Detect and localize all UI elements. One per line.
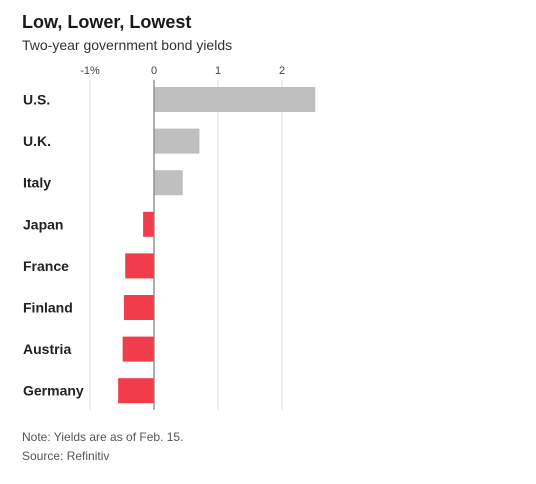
tick-label: 1 — [215, 65, 221, 77]
bar-u-s — [154, 87, 316, 112]
tick-label: 0 — [151, 65, 157, 77]
category-labels: U.S. U.K. Italy Japan France Finland Austria Ge… — [23, 92, 84, 399]
chart-subtitle: Two-year government bond yields — [22, 37, 233, 53]
category-label: France — [23, 258, 69, 274]
bar-finland — [123, 295, 154, 320]
chart-title: Low, Lower, Lowest — [22, 12, 192, 32]
category-label: Austria — [23, 341, 71, 357]
bar-austria — [122, 336, 154, 362]
bar-japan — [143, 211, 154, 237]
tick-label: -1% — [80, 65, 100, 77]
category-label: Finland — [23, 300, 73, 316]
bar-france — [125, 253, 154, 279]
category-label: U.K. — [23, 133, 51, 149]
bar-germany — [118, 378, 154, 404]
category-label: Italy — [23, 175, 51, 191]
category-label: U.S. — [23, 92, 50, 108]
tick-labels: -1% 0 1 2 — [80, 65, 285, 77]
category-label: Japan — [23, 216, 63, 232]
category-label: Germany — [23, 383, 84, 399]
bar-italy — [154, 170, 183, 196]
bar-u-k — [154, 128, 200, 154]
tick-label: 2 — [279, 65, 285, 77]
footnote: Note: Yields are as of Feb. 15. — [22, 430, 184, 444]
source-note: Source: Refinitiv — [22, 449, 110, 463]
bars — [118, 80, 316, 410]
